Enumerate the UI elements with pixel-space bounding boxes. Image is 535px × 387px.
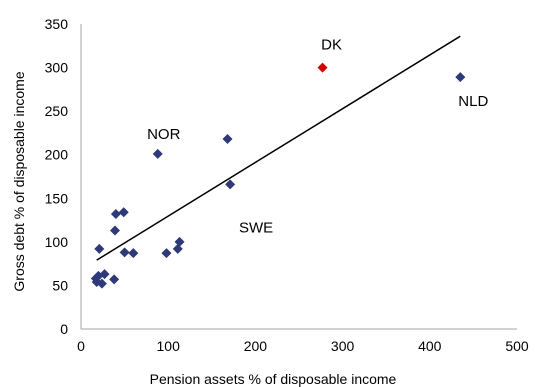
data-point — [110, 208, 121, 219]
data-point — [109, 274, 120, 285]
data-point — [96, 278, 107, 289]
point-label-swe: SWE — [239, 219, 273, 236]
data-point-swe — [225, 179, 236, 190]
y-tick-label: 300 — [45, 60, 69, 76]
data-point-nld — [455, 72, 466, 83]
data-point — [99, 269, 110, 280]
y-tick-label: 100 — [45, 234, 69, 250]
data-point-nor — [152, 148, 163, 159]
data-point — [118, 207, 129, 218]
data-point — [174, 236, 185, 247]
x-tick-label: 200 — [244, 338, 268, 354]
x-axis-title: Pension assets % of disposable income — [150, 371, 397, 387]
y-tick-labels: 0 50 100 150 200 250 300 350 — [45, 16, 69, 337]
x-tick-label: 500 — [505, 338, 529, 354]
x-tick-label: 300 — [331, 338, 355, 354]
data-point — [161, 248, 172, 259]
y-tick-label: 0 — [60, 321, 68, 337]
y-tick-label: 350 — [45, 16, 69, 32]
plot-area: NOR SWE DK NLD — [90, 35, 488, 289]
y-tick-label: 50 — [52, 277, 68, 293]
axes — [80, 24, 517, 330]
x-tick-label: 0 — [77, 338, 85, 354]
y-tick-label: 250 — [45, 103, 69, 119]
data-point — [222, 134, 233, 145]
x-tick-label: 100 — [157, 338, 181, 354]
trend-line — [96, 35, 461, 261]
point-label-dk: DK — [321, 37, 342, 54]
y-tick-label: 150 — [45, 190, 69, 206]
data-point-dk — [317, 62, 328, 73]
x-tick-labels: 0 100 200 300 400 500 — [77, 338, 529, 354]
data-point — [94, 243, 105, 254]
y-tick-label: 200 — [45, 147, 69, 163]
data-point — [128, 248, 139, 259]
y-axis-title: Gross debt % of disposable income — [11, 71, 27, 291]
data-point — [172, 243, 183, 254]
x-tick-label: 400 — [418, 338, 442, 354]
point-label-nor: NOR — [147, 126, 181, 143]
data-point — [119, 247, 130, 258]
data-point — [110, 225, 121, 236]
point-label-nld: NLD — [458, 93, 488, 110]
